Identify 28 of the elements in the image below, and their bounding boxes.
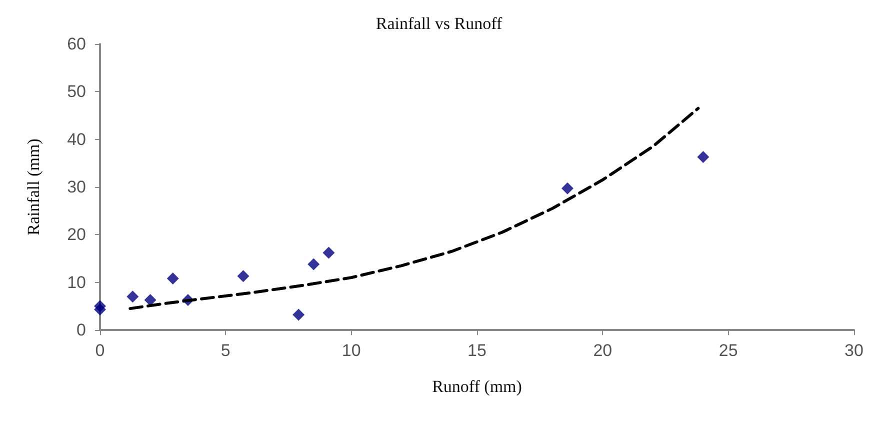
point	[292, 308, 305, 321]
point	[308, 258, 320, 270]
point	[126, 290, 139, 303]
y-tick-label: 0	[76, 320, 86, 340]
y-tick-label: 60	[67, 34, 86, 54]
y-tick-label: 50	[67, 82, 86, 102]
point	[322, 246, 335, 259]
point	[237, 270, 250, 282]
y-axis-title: Rainfall (mm)	[24, 138, 43, 236]
line-series	[128, 106, 700, 310]
point	[166, 272, 179, 285]
x-axis-title: Runoff (mm)	[432, 377, 522, 396]
point	[561, 182, 574, 194]
y-tick-label: 30	[67, 178, 86, 196]
x-tick-label: 15	[468, 341, 486, 360]
point	[144, 294, 156, 306]
x-tick-label: 20	[593, 341, 612, 360]
point	[94, 304, 106, 316]
y-tick-label: 40	[67, 130, 86, 149]
x-tick-label: 0	[95, 341, 105, 360]
x-tick-label: 5	[220, 341, 230, 360]
y-tick-label: 10	[67, 272, 86, 292]
point	[697, 150, 710, 163]
x-tick-label: 10	[342, 341, 361, 360]
chart-title: Rainfall vs Runoff	[376, 14, 502, 33]
x-tick-label: 30	[844, 341, 864, 360]
x-tick-label: 25	[718, 341, 738, 360]
y-tick-label: 20	[67, 225, 86, 244]
